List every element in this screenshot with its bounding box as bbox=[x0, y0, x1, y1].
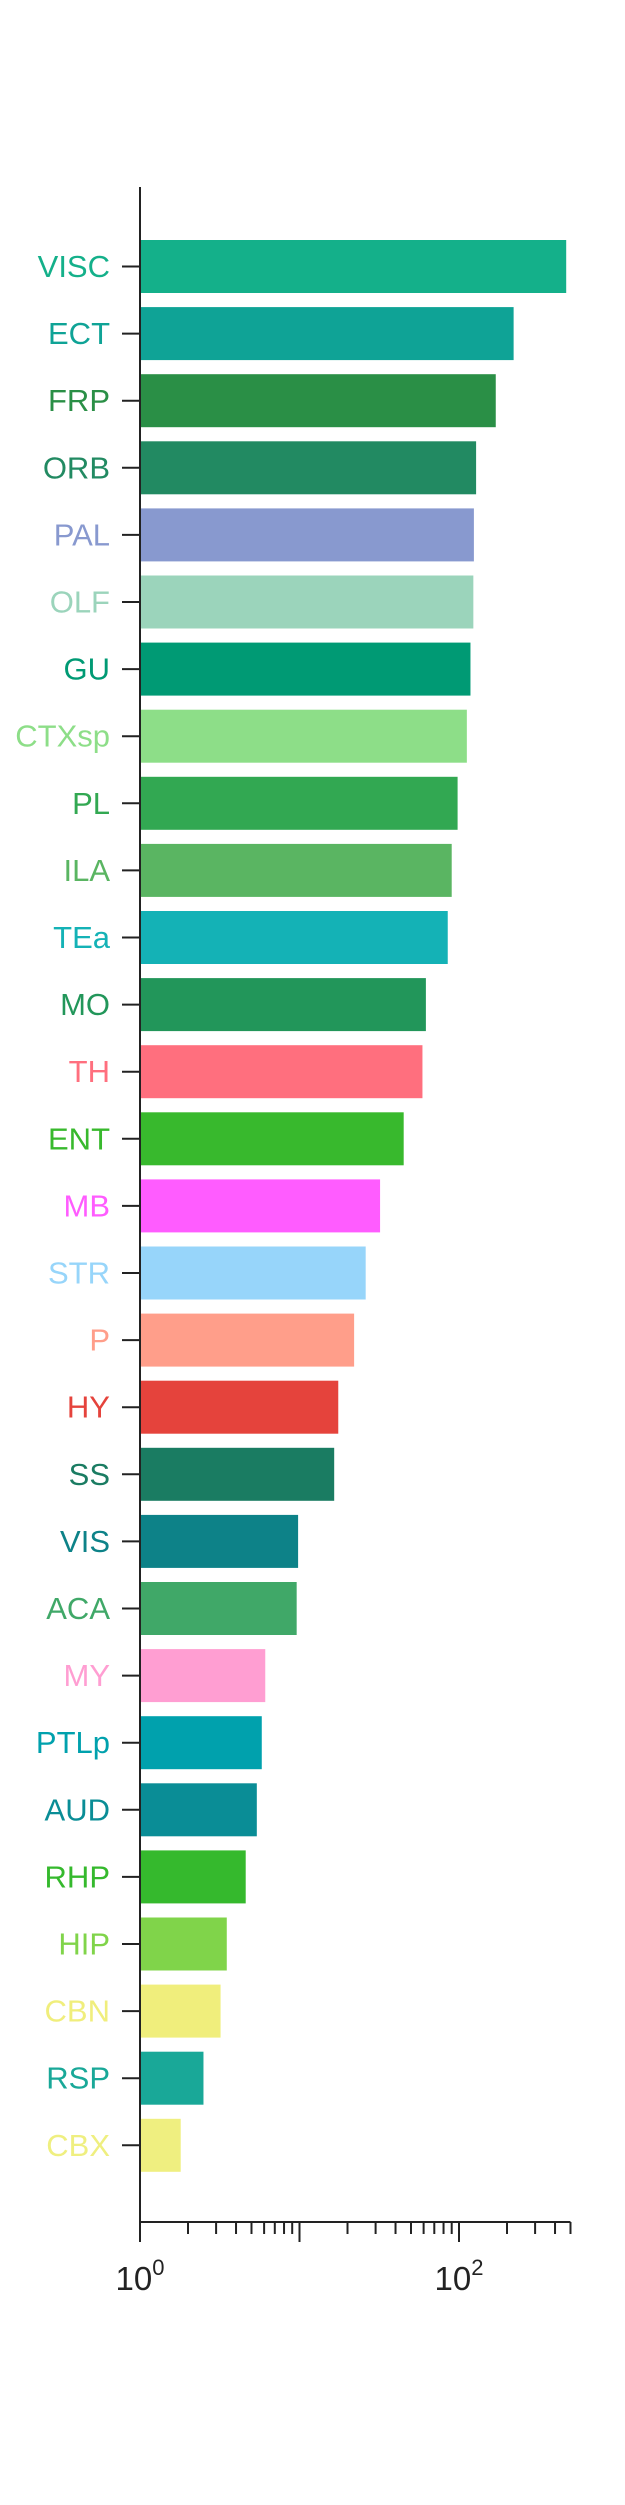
bar-PAL bbox=[140, 508, 474, 562]
x-tick-label: 100 bbox=[116, 2255, 165, 2297]
bar-MY bbox=[140, 1649, 266, 1703]
bar-SS bbox=[140, 1447, 335, 1501]
bar-ACA bbox=[140, 1582, 297, 1635]
category-label-HIP: HIP bbox=[58, 1927, 110, 1962]
bars-group bbox=[140, 240, 567, 2172]
category-label-AUD: AUD bbox=[45, 1792, 110, 1827]
category-label-HY: HY bbox=[67, 1390, 110, 1425]
x-tick-label: 102 bbox=[435, 2255, 484, 2297]
bar-TH bbox=[140, 1045, 423, 1099]
category-label-RHP: RHP bbox=[45, 1859, 110, 1894]
bar-ECT bbox=[140, 307, 514, 361]
category-label-CTXsp: CTXsp bbox=[15, 719, 110, 754]
bar-TEa bbox=[140, 911, 448, 964]
bar-OLF bbox=[140, 575, 474, 629]
x-ticks-group bbox=[139, 2222, 572, 2242]
bar-AUD bbox=[140, 1783, 257, 1837]
bar-HIP bbox=[140, 1917, 227, 1971]
category-label-ECT: ECT bbox=[48, 316, 110, 351]
category-label-P: P bbox=[89, 1323, 110, 1358]
category-labels-group: VISC ECT FRP ORB PAL OLF GU CTXsp PL ILA TEa MO TH EN… bbox=[15, 249, 111, 2163]
category-label-TH: TH bbox=[69, 1054, 110, 1089]
category-label-CBN: CBN bbox=[45, 1994, 110, 2029]
y-ticks-group bbox=[122, 265, 140, 2147]
category-label-GU: GU bbox=[64, 652, 111, 687]
bar-PL bbox=[140, 776, 458, 830]
bar-FRP bbox=[140, 374, 496, 428]
category-label-MO: MO bbox=[60, 987, 110, 1022]
category-label-MB: MB bbox=[64, 1188, 111, 1223]
bar-ENT bbox=[140, 1112, 404, 1166]
category-label-ILA: ILA bbox=[63, 853, 110, 888]
bar-MB bbox=[140, 1179, 381, 1233]
category-label-VIS: VIS bbox=[60, 1524, 110, 1559]
bar-HY bbox=[140, 1380, 339, 1434]
bar-ILA bbox=[140, 843, 452, 897]
category-label-PAL: PAL bbox=[54, 517, 110, 552]
category-label-RSP: RSP bbox=[46, 2061, 110, 2096]
category-label-ACA: ACA bbox=[46, 1591, 110, 1626]
bar-GU bbox=[140, 642, 471, 696]
category-label-STR: STR bbox=[48, 1256, 110, 1291]
category-label-CBX: CBX bbox=[46, 2128, 110, 2163]
category-label-VISC: VISC bbox=[38, 249, 110, 284]
category-label-ENT: ENT bbox=[48, 1121, 110, 1156]
bar-ORB bbox=[140, 441, 477, 495]
bar-STR bbox=[140, 1246, 366, 1300]
bar-MO bbox=[140, 978, 426, 1032]
bar-P bbox=[140, 1313, 355, 1367]
bar-VIS bbox=[140, 1514, 299, 1568]
bar-RHP bbox=[140, 1850, 246, 1904]
bar-CBX bbox=[140, 2118, 181, 2172]
bar-VISC bbox=[140, 240, 567, 293]
bar-PTLp bbox=[140, 1716, 262, 1770]
category-label-PTLp: PTLp bbox=[36, 1725, 110, 1760]
bar-CTXsp bbox=[140, 709, 467, 763]
category-label-FRP: FRP bbox=[48, 383, 110, 418]
bar-CBN bbox=[140, 1984, 221, 2038]
category-label-OLF: OLF bbox=[50, 585, 110, 620]
x-tick-labels-group: 100 102 bbox=[116, 2255, 484, 2297]
category-label-SS: SS bbox=[69, 1457, 110, 1492]
bar-RSP bbox=[140, 2051, 204, 2105]
category-label-MY: MY bbox=[64, 1658, 111, 1693]
category-label-TEa: TEa bbox=[53, 920, 111, 955]
category-label-ORB: ORB bbox=[43, 450, 110, 485]
category-label-PL: PL bbox=[72, 786, 110, 821]
